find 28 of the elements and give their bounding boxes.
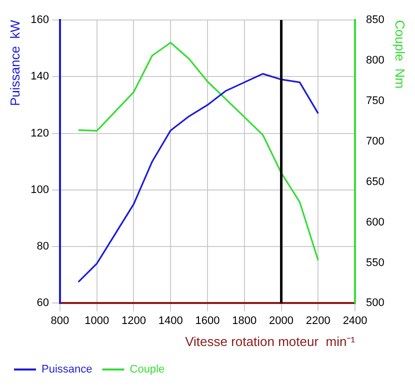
y2-tick-label: 600 bbox=[366, 216, 384, 228]
legend-label: Puissance bbox=[42, 364, 92, 376]
y-tick-label: 100 bbox=[30, 184, 49, 196]
x-tick-label: 2400 bbox=[342, 314, 368, 327]
x-tick-label: 2000 bbox=[269, 314, 294, 327]
y-tick-label: 120 bbox=[30, 127, 49, 140]
y2-tick-label: 700 bbox=[366, 135, 384, 148]
x-tick-label: 2200 bbox=[306, 314, 330, 327]
y-axis-title: Puissance kW bbox=[7, 19, 22, 106]
x-tick-label: 800 bbox=[50, 314, 70, 327]
x-tick-label: 1000 bbox=[84, 314, 110, 327]
x-tick-label: 1800 bbox=[232, 314, 257, 327]
y2-tick-label: 850 bbox=[366, 14, 384, 26]
x-tick-label: 1200 bbox=[121, 314, 146, 327]
x-axis-title: Vitesse rotation moteur min⁻¹ bbox=[185, 334, 356, 349]
y2-tick-label: 650 bbox=[366, 176, 384, 188]
y2-tick-label: 500 bbox=[366, 297, 384, 310]
y-tick-label: 160 bbox=[30, 14, 49, 26]
x-tick-label: 1400 bbox=[158, 314, 183, 327]
y2-axis-title: Couple Nm bbox=[392, 20, 408, 89]
y2-tick-label: 550 bbox=[366, 256, 384, 269]
y2-tick-label: 750 bbox=[366, 94, 384, 107]
y-tick-label: 60 bbox=[36, 297, 49, 310]
y2-tick-label: 800 bbox=[366, 54, 384, 66]
legend-label: Couple bbox=[130, 364, 165, 376]
x-tick-label: 1600 bbox=[195, 314, 220, 327]
y-tick-label: 80 bbox=[36, 240, 49, 253]
y-tick-label: 140 bbox=[30, 70, 49, 83]
